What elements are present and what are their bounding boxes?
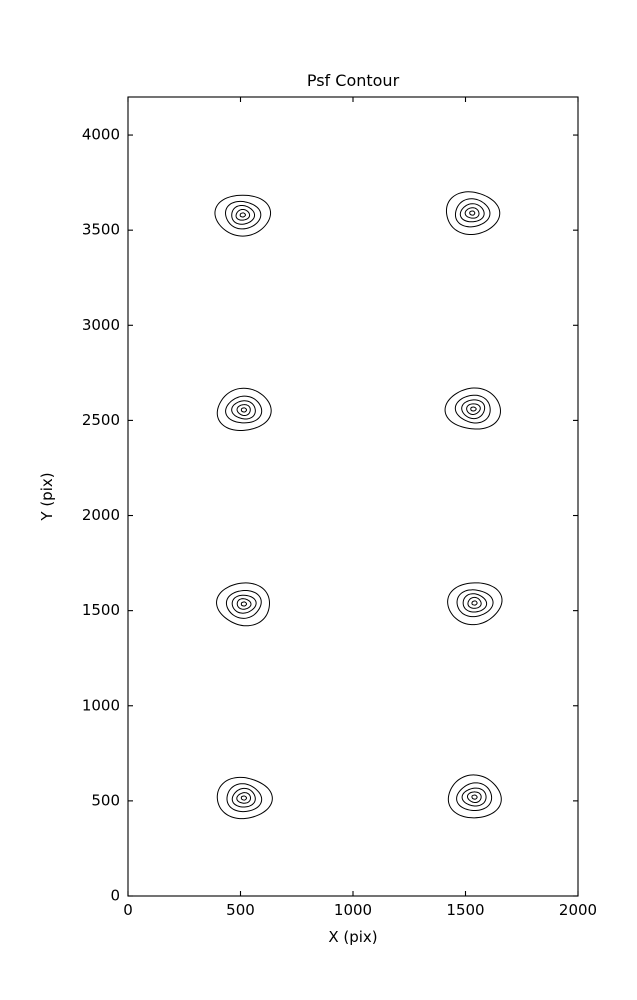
contour-level-line (240, 407, 248, 413)
contour-level-line (464, 207, 480, 219)
contour-blob (447, 582, 503, 626)
y-tick-label: 1500 (82, 601, 120, 619)
x-tick-label: 1500 (446, 901, 484, 919)
contour-level-line (236, 792, 252, 804)
contour-level-line (447, 774, 502, 819)
contour-blob (216, 776, 273, 820)
contour-blob (444, 387, 501, 430)
contour-level-line (216, 387, 272, 432)
contour-level-line (470, 406, 477, 412)
y-tick-label: 0 (110, 887, 120, 905)
contour-level-line (214, 194, 272, 237)
contour-level-line (225, 200, 262, 230)
contour-level-line (231, 400, 256, 420)
contour-level-line (462, 593, 488, 613)
contour-level-line (444, 387, 501, 430)
y-tick-label: 3500 (82, 221, 120, 239)
contour-blob (447, 774, 502, 819)
y-tick-label: 1000 (82, 696, 120, 714)
contour-level-line (469, 210, 476, 216)
contour-level-line (240, 601, 248, 607)
contour-level-line (471, 794, 478, 800)
y-tick-label: 500 (91, 791, 120, 809)
contour-level-line (454, 394, 491, 424)
contour-level-line (239, 212, 246, 218)
contour-blob (216, 387, 272, 432)
y-tick-label: 3000 (82, 316, 120, 334)
x-axis-label: X (pix) (328, 928, 377, 946)
y-axis-label: Y (pix) (38, 472, 56, 521)
contour-blob (214, 194, 272, 237)
contour-level-line (236, 598, 252, 610)
contour-level-line (231, 594, 257, 614)
y-tick-label: 2500 (82, 411, 120, 429)
contour-level-line (231, 204, 256, 225)
x-tick-label: 0 (123, 901, 133, 919)
contour-blob (445, 191, 501, 236)
contour-level-line (461, 787, 487, 807)
contour-level-line (447, 582, 503, 626)
x-tick-label: 2000 (559, 901, 597, 919)
plot-border (127, 96, 579, 897)
contour-level-line (235, 208, 251, 221)
contour-level-line (461, 399, 486, 420)
contour-level-line (445, 191, 501, 236)
contour-level-line (459, 203, 485, 223)
contour-level-line (225, 395, 263, 424)
y-tick-label: 2000 (82, 506, 120, 524)
contour-level-line (216, 776, 273, 820)
x-tick-label: 1000 (334, 901, 372, 919)
contour-level-line (240, 795, 248, 801)
axis-tick-labels-group: 0 500 1000 1500 2000 0 500 1000 1500 2000 2500 3000… (82, 126, 597, 920)
contour-level-line (456, 782, 493, 811)
y-tick-label: 4000 (82, 126, 120, 144)
contour-level-line (454, 198, 491, 228)
x-tick-label: 500 (226, 901, 255, 919)
contour-level-line (225, 590, 262, 619)
contour-level-line (226, 783, 263, 813)
contour-level-line (471, 600, 478, 606)
contour-level-line (236, 404, 251, 417)
axes-frame (127, 96, 579, 897)
contour-level-line (231, 787, 256, 808)
page-title: Psf Contour (307, 71, 400, 90)
contour-series-group (214, 191, 503, 820)
contour-level-line (216, 582, 270, 627)
contour-level-line (467, 596, 482, 609)
contour-level-line (456, 589, 494, 618)
contour-blob (216, 582, 270, 627)
contour-level-line (466, 791, 482, 804)
axes-background (128, 97, 578, 896)
contour-level-line (466, 403, 481, 415)
